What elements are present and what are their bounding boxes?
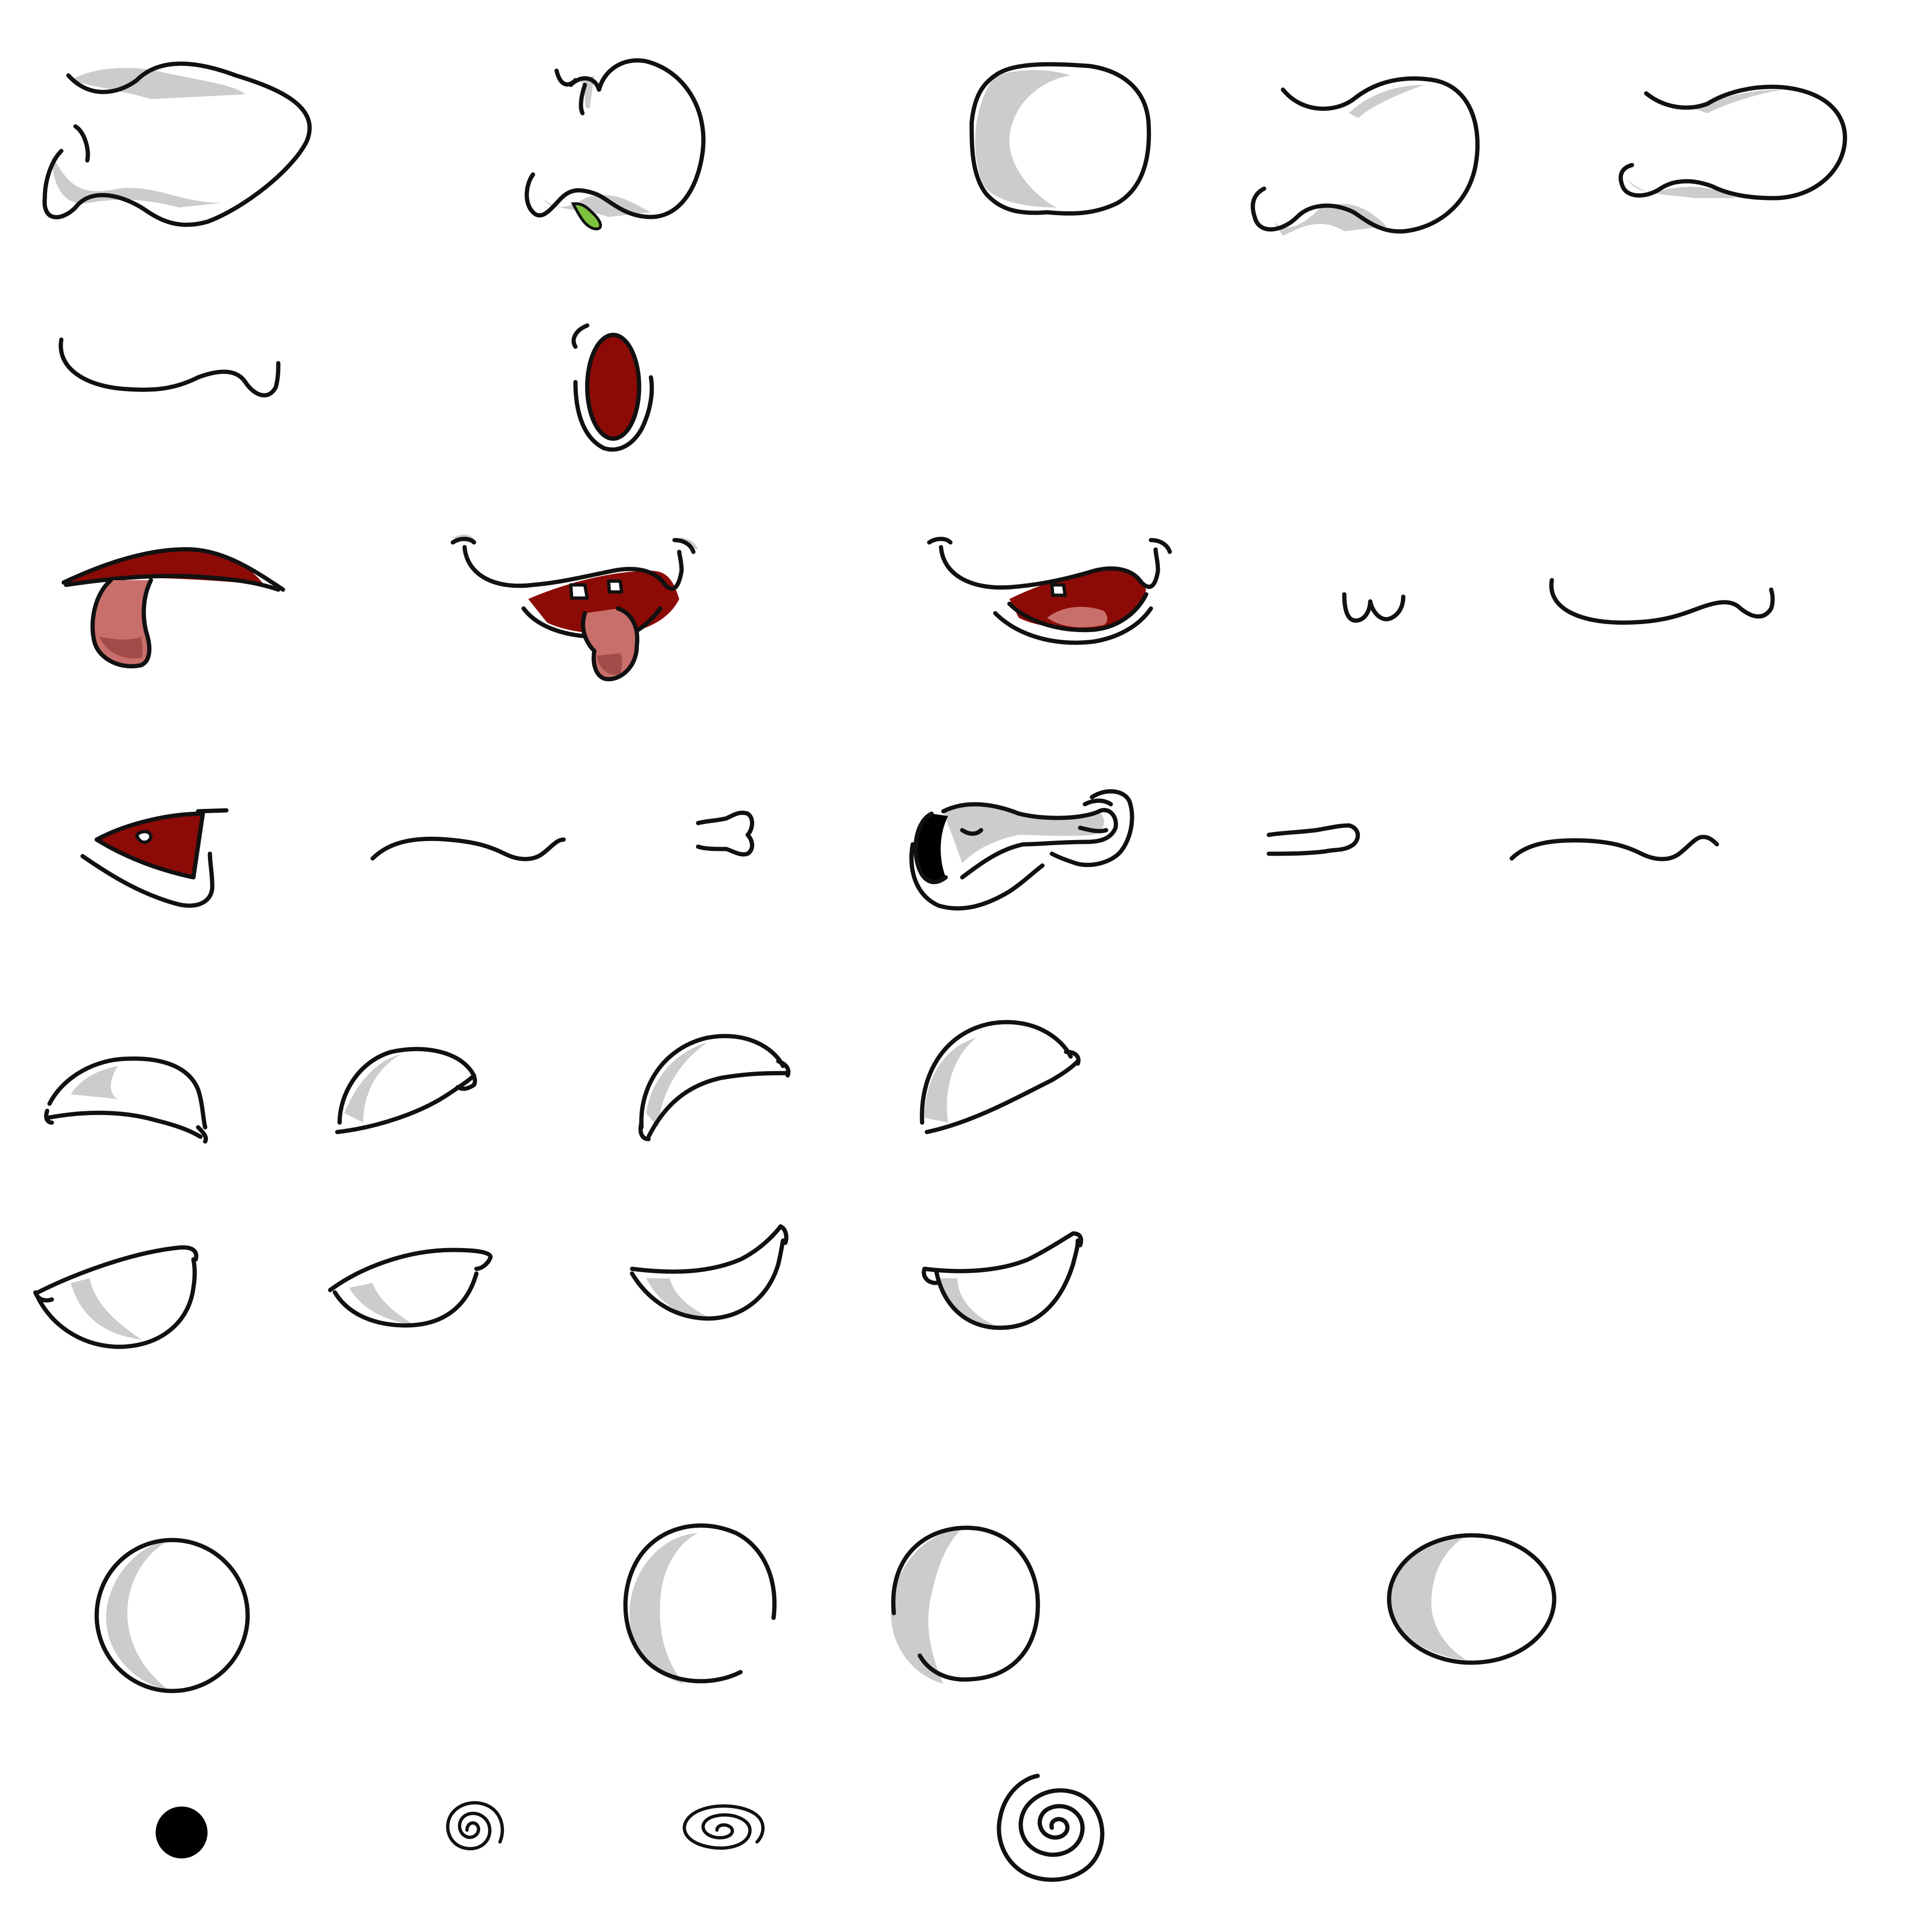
eyelid-upper-4	[920, 1020, 1081, 1134]
spiral-large	[997, 1774, 1105, 1882]
eyelid-lower-2	[328, 1248, 493, 1328]
mouth-wave-neutral	[370, 836, 566, 861]
eyelid-lower-4	[922, 1231, 1083, 1330]
eyelid-upper-2	[335, 1047, 477, 1134]
mouth-open-oval-wavy	[1618, 84, 1847, 200]
mouth-tongue-grin	[450, 534, 698, 682]
mouth-grimace-open	[909, 789, 1134, 911]
eye-open-round-2	[623, 1523, 777, 1684]
mouth-open-wavy	[1250, 76, 1480, 236]
mouth-happy-teeth	[927, 537, 1172, 645]
spiral-wide	[683, 1804, 765, 1850]
pupil-dot	[156, 1807, 208, 1858]
mouth-open-drool	[525, 58, 706, 231]
eye-open-round-1	[94, 1538, 250, 1693]
eye-open-oval	[1387, 1533, 1557, 1665]
mouth-smirk-line	[58, 337, 281, 398]
eyelid-lower-1	[33, 1245, 199, 1349]
mouth-shout-angled	[80, 808, 229, 908]
mouth-squiggle-small	[1266, 823, 1360, 856]
mouth-tongue-side	[61, 547, 285, 669]
mouth-open-wide-1	[42, 61, 312, 227]
mouth-small-o	[571, 323, 654, 452]
mouth-smirk-line-2	[1549, 578, 1775, 625]
eyelid-lower-3	[630, 1224, 789, 1321]
mouth-w-cat	[1342, 592, 1406, 623]
mouth-3-kiss	[696, 810, 754, 857]
spiral-small	[446, 1801, 504, 1850]
mouth-wave-neutral-2	[1509, 834, 1719, 861]
eyelid-upper-1	[44, 1056, 208, 1144]
mouth-open-round	[969, 62, 1151, 216]
eyelid-upper-3	[638, 1034, 791, 1141]
eye-open-round-3	[891, 1525, 1040, 1684]
